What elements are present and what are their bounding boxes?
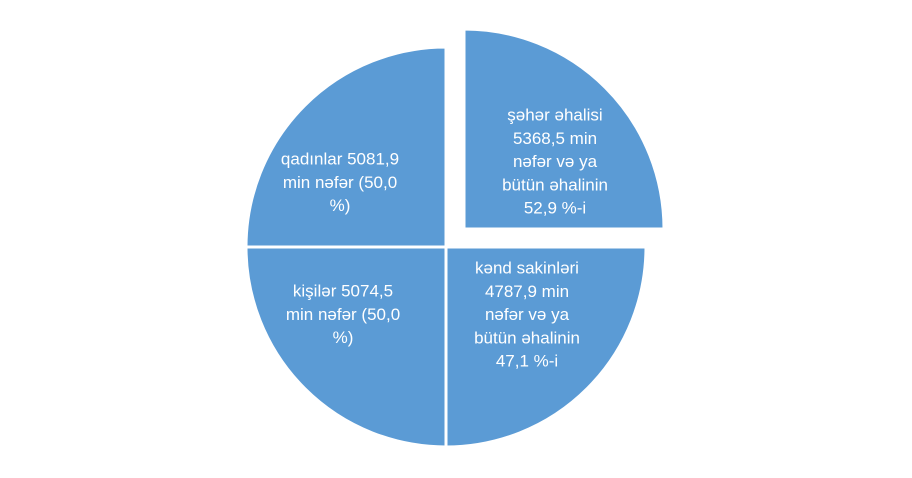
segment-label: kişilər 5074,5 — [293, 281, 393, 300]
segment-label: 4787,9 min — [485, 282, 569, 301]
segment-label: min nəfər (50,0 — [283, 173, 397, 192]
segment-label: %) — [333, 328, 354, 347]
segment-label: bütün əhalinin — [502, 175, 608, 194]
segment-label: 52,9 %-i — [524, 199, 586, 218]
segment-top-left — [244, 45, 448, 249]
segment-label: nəfər və ya — [513, 152, 598, 171]
segment-label: 47,1 %-i — [496, 352, 558, 371]
segment-label: qadınlar 5081,9 — [281, 149, 399, 168]
segment-label: 5368,5 min — [513, 129, 597, 148]
segment-label: kənd sakinləri — [475, 258, 579, 277]
segment-label: min nəfər (50,0 — [286, 305, 400, 324]
segment-bottom-right — [444, 245, 648, 449]
segment-bottom-left — [244, 245, 448, 449]
segment-label: nəfər və ya — [485, 305, 570, 324]
segment-label: şəhər əhalisi — [507, 105, 602, 124]
segment-top-right — [462, 27, 666, 231]
segment-label: %) — [330, 196, 351, 215]
segment-label: bütün əhalinin — [474, 328, 580, 347]
